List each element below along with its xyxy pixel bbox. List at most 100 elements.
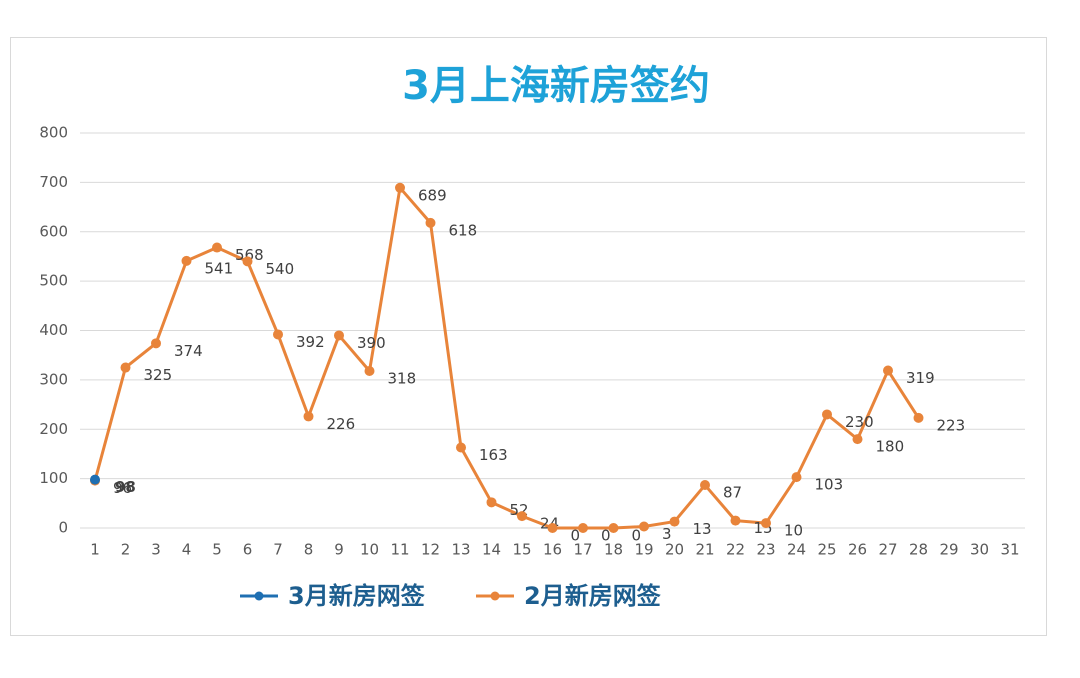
data-point [578, 523, 588, 533]
data-label: 325 [144, 366, 173, 384]
data-label: 98 [115, 478, 136, 496]
y-tick-label: 200 [39, 420, 68, 438]
legend-marker [254, 591, 264, 601]
data-label: 3 [662, 525, 672, 543]
x-tick-label: 7 [273, 541, 283, 559]
data-label: 103 [815, 476, 844, 494]
legend-label: 3月新房网签 [288, 582, 426, 610]
series-line [93, 186, 920, 530]
data-point [517, 511, 527, 522]
x-tick-label: 13 [451, 541, 470, 559]
data-point [761, 518, 771, 529]
data-point [90, 474, 100, 485]
x-tick-label: 3 [151, 541, 161, 559]
data-point [852, 434, 863, 445]
data-label: 226 [327, 415, 356, 433]
data-point [883, 365, 893, 376]
data-point [608, 523, 619, 533]
data-label: 390 [357, 334, 386, 352]
data-label: 374 [174, 342, 203, 360]
data-point [456, 442, 466, 453]
data-label: 10 [784, 522, 803, 540]
data-point [120, 362, 131, 373]
data-point [730, 515, 741, 526]
x-tick-label: 26 [848, 541, 867, 559]
data-point [639, 521, 649, 532]
x-tick-label: 10 [360, 541, 379, 559]
data-point [913, 412, 924, 423]
x-tick-label: 12 [421, 541, 440, 559]
data-point [425, 217, 436, 228]
data-label: 13 [693, 520, 712, 538]
data-label: 618 [449, 221, 478, 239]
data-point [242, 256, 253, 267]
data-label: 163 [479, 446, 508, 464]
y-tick-label: 800 [39, 124, 68, 142]
y-tick-label: 300 [39, 370, 68, 388]
data-label: 230 [845, 413, 874, 431]
y-tick-label: 500 [39, 272, 68, 290]
legend-label: 2月新房网签 [524, 582, 662, 610]
data-label: 0 [571, 527, 581, 545]
x-tick-label: 6 [243, 541, 253, 559]
y-tick-label: 0 [58, 519, 68, 537]
x-tick-label: 15 [512, 541, 531, 559]
data-label: 96 [113, 479, 132, 497]
data-label: 319 [906, 369, 935, 387]
x-tick-label: 25 [817, 541, 836, 559]
data-point [791, 472, 802, 483]
x-tick-label: 23 [756, 541, 775, 559]
x-tick-label: 9 [334, 541, 344, 559]
legend-marker [490, 591, 500, 601]
data-point [364, 365, 375, 376]
data-point [822, 409, 832, 420]
y-tick-label: 100 [39, 469, 68, 487]
x-tick-label: 30 [970, 541, 989, 559]
data-point [486, 497, 497, 508]
y-tick-label: 400 [39, 321, 68, 339]
data-point [181, 255, 192, 266]
data-point [669, 516, 680, 527]
x-tick-label: 11 [390, 541, 409, 559]
x-tick-label: 27 [878, 541, 897, 559]
data-point [273, 329, 283, 340]
data-label: 223 [937, 416, 966, 434]
data-label: 180 [876, 438, 905, 456]
x-tick-label: 20 [665, 541, 684, 559]
data-label: 0 [601, 527, 611, 545]
chart-title: 3月上海新房签约 [402, 63, 710, 109]
x-tick-label: 1 [90, 541, 100, 559]
x-tick-label: 21 [695, 541, 714, 559]
x-tick-label: 18 [604, 541, 623, 559]
data-label: 87 [723, 484, 742, 502]
data-point [151, 338, 161, 349]
x-tick-label: 16 [543, 541, 562, 559]
data-point [547, 523, 558, 533]
x-tick-label: 19 [634, 541, 653, 559]
x-tick-label: 4 [182, 541, 192, 559]
data-label: 318 [388, 369, 417, 387]
x-tick-label: 2 [121, 541, 131, 559]
x-tick-label: 17 [573, 541, 592, 559]
data-point [212, 242, 222, 253]
data-label: 689 [418, 186, 447, 204]
x-tick-label: 14 [482, 541, 501, 559]
data-point [303, 411, 314, 422]
x-tick-label: 22 [726, 541, 745, 559]
data-label: 392 [296, 333, 325, 351]
x-tick-label: 8 [304, 541, 314, 559]
data-label: 0 [632, 527, 642, 545]
x-tick-label: 31 [1000, 541, 1019, 559]
data-label: 568 [235, 246, 264, 264]
data-label: 540 [266, 260, 295, 278]
x-tick-label: 28 [909, 541, 928, 559]
x-tick-label: 5 [212, 541, 222, 559]
x-tick-label: 24 [787, 541, 806, 559]
chart-frame [10, 37, 1047, 636]
x-tick-label: 29 [939, 541, 958, 559]
y-tick-label: 600 [39, 222, 68, 240]
data-point [395, 182, 405, 193]
data-point [334, 330, 344, 341]
y-tick-label: 700 [39, 173, 68, 191]
